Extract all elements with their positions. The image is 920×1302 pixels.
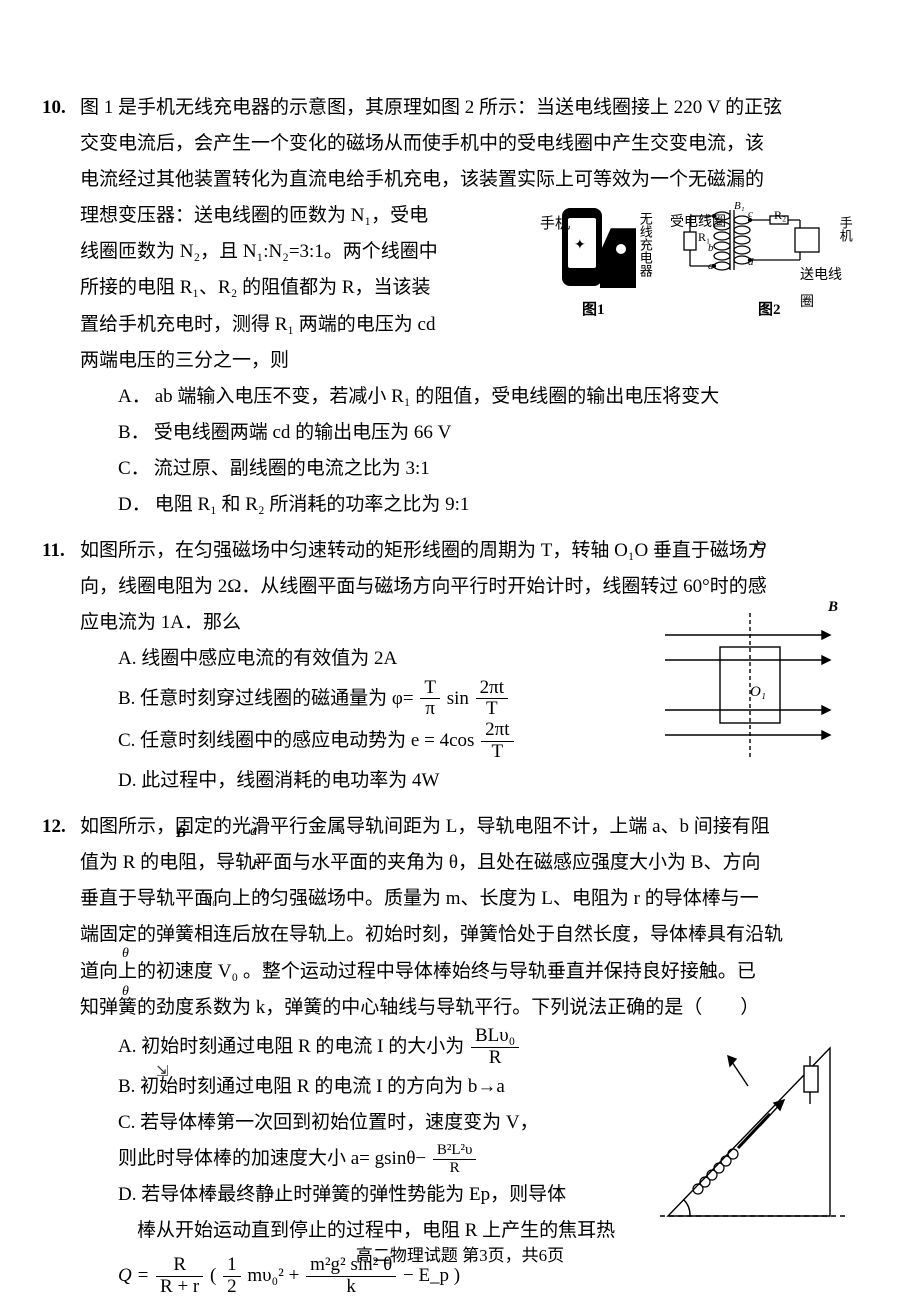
figure-11: O B O₁: [650, 605, 850, 775]
p10-line2: 交变电流后，会产生一个变化的磁场从而使手机中的受电线圈中产生交变电流，该: [80, 126, 850, 162]
label-d: d: [748, 252, 754, 273]
p10-option-d: D．电阻 R₁ 和 R₂ 所消耗的功率之比为 9:1: [80, 487, 850, 523]
problem-11: 11. 如图所示，在匀强磁场中匀速转动的矩形线圈的周期为 T，转轴 O₁O 垂直…: [80, 533, 850, 799]
problem-10-number: 10.: [42, 90, 66, 126]
label-theta2: θ: [122, 979, 129, 1006]
label-v0: v₀: [206, 887, 217, 914]
p10-line1: 图 1 是手机无线充电器的示意图，其原理如图 2 所示：当送电线圈接上 220 …: [80, 90, 850, 126]
label-R: R: [252, 851, 261, 880]
label-a: a: [250, 817, 258, 846]
p12-line1: 如图所示，固定的光滑平行金属导轨间距为 L，导轨电阻不计，上端 a、b 间接有阻: [80, 809, 850, 845]
label-R2: R₂: [774, 204, 786, 227]
caption-fig1: 图1: [582, 296, 605, 325]
label-B1: B₁: [734, 196, 745, 217]
p10-option-a: A．ab 端输入电压不变，若减小 R₁ 的阻值，受电线圈的输出电压将变大: [80, 379, 850, 415]
p12-option-a: A. 初始时刻通过电阻 R 的电流 I 的大小为 BLυ₀R ⇲: [80, 1026, 850, 1069]
p11-line2: 向，线圈电阻为 2Ω．从线圈平面与磁场方向平行时开始计时，线圈转过 60°时的感: [80, 569, 850, 605]
p12-line4: 端固定的弹簧相连后放在导轨上。初始时刻，弹簧恰处于自然长度，导体棒具有沿轨: [80, 917, 850, 953]
problem-12-number: 12.: [42, 809, 66, 845]
label-a: a: [708, 256, 714, 277]
problem-12: 12. 如图所示，固定的光滑平行金属导轨间距为 L，导轨电阻不计，上端 a、b …: [80, 809, 850, 1298]
problem-10: 10. 图 1 是手机无线充电器的示意图，其原理如图 2 所示：当送电线圈接上 …: [80, 90, 850, 523]
p10-option-b: B．受电线圈两端 cd 的输出电压为 66 V: [80, 415, 850, 451]
p11-line1: 如图所示，在匀强磁场中匀速转动的矩形线圈的周期为 T，转轴 O₁O 垂直于磁场方: [80, 533, 850, 569]
p12-line5: 道向上的初速度 V₀ 。整个运动过程中导体棒始终与导轨垂直并保持良好接触。已: [80, 954, 850, 990]
p10-line3: 电流经过其他装置转化为直流电给手机充电，该装置实际上可等效为一个无磁漏的: [80, 162, 850, 198]
p10-option-c: C．流过原、副线圈的电流之比为 3:1: [80, 451, 850, 487]
label-theta1: θ: [122, 941, 129, 968]
caption-fig2: 图2: [758, 296, 781, 325]
figure-10: ✦ 手机 无线充电器 图1: [540, 198, 850, 333]
label-O1: O₁: [750, 678, 766, 707]
label-c: c: [748, 204, 753, 225]
stray-mark-icon: ⇲: [156, 1058, 169, 1087]
label-snd-coil: 送电线圈: [800, 263, 850, 316]
phone-star-icon: ✦: [574, 233, 586, 260]
label-charger: 无线充电器: [632, 212, 657, 277]
label-B: B: [828, 593, 838, 622]
p12-line6: 知弹簧的劲度系数为 k，弹簧的中心轴线与导轨平行。下列说法正确的是（ ）: [80, 990, 850, 1026]
p12-line2: 值为 R 的电阻，导轨平面与水平面的夹角为 θ，且处在磁感应强度大小为 B、方向: [80, 845, 850, 881]
p12-line3: 垂直于导轨平面向上的匀强磁场中。质量为 m、长度为 L、电阻为 r 的导体棒与一: [80, 881, 850, 917]
label-Bfield: B: [176, 819, 186, 848]
page-footer: 高二物理试题 第3页，共6页: [0, 1240, 920, 1272]
p10-line8: 两端电压的三分之一，则: [80, 343, 850, 379]
label-phone: 手机: [540, 210, 570, 239]
label-handset: 手机: [832, 216, 857, 242]
label-b: b: [262, 881, 270, 910]
label-O: O: [755, 533, 766, 562]
problem-11-number: 11.: [42, 533, 65, 569]
charger-body-icon: [600, 228, 636, 288]
